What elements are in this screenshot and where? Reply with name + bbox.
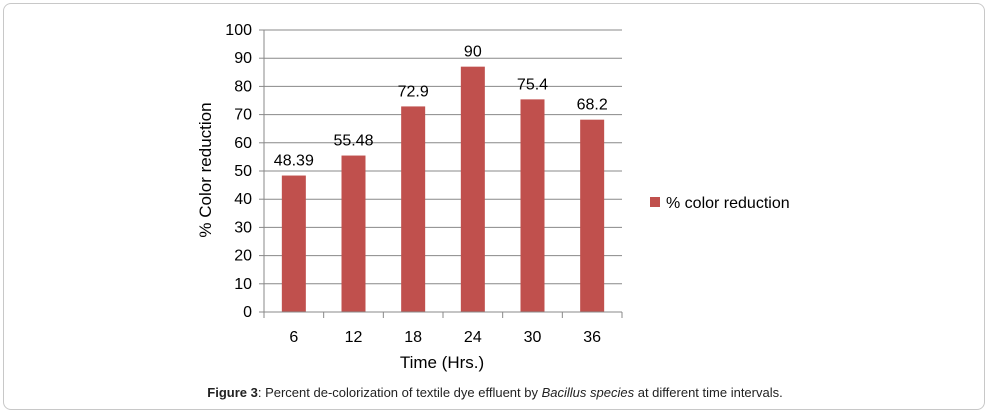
- x-tick-label: 18: [404, 329, 422, 346]
- caption-text-before: : Percent de-colorization of textile dye…: [258, 385, 542, 400]
- caption-label: Figure 3: [207, 385, 258, 400]
- data-labels: 48.39 55.48 72.9 90 75.4 68.2: [274, 44, 608, 170]
- data-label: 72.9: [398, 83, 429, 100]
- y-tick-label: 10: [234, 276, 252, 293]
- y-axis-label: % Color reduction: [196, 102, 215, 237]
- legend-swatch: [650, 197, 660, 207]
- bar-chart: 0 10 20 30 40 50 60 70 80 90 100 48.39 55.48 72.9 90 7…: [0, 0, 990, 380]
- data-label: 48.39: [274, 153, 314, 170]
- figure-caption: Figure 3: Percent de-colorization of tex…: [0, 385, 990, 400]
- x-tick-label: 24: [464, 329, 482, 346]
- y-axis-ticks: 0 10 20 30 40 50 60 70 80 90 100: [225, 22, 264, 321]
- data-label: 90: [464, 44, 482, 61]
- legend-label: % color reduction: [666, 195, 790, 212]
- data-label: 55.48: [333, 133, 373, 150]
- y-tick-label: 70: [234, 107, 252, 124]
- y-tick-label: 30: [234, 219, 252, 236]
- gridlines: [264, 30, 622, 284]
- data-label: 75.4: [517, 76, 548, 93]
- bar: [521, 99, 545, 312]
- x-tick-label: 6: [289, 329, 298, 346]
- bar: [401, 106, 425, 312]
- y-tick-label: 20: [234, 248, 252, 265]
- data-label: 68.2: [577, 97, 608, 114]
- bar: [282, 176, 306, 312]
- y-tick-label: 50: [234, 163, 252, 180]
- caption-text-after: at different time intervals.: [634, 385, 783, 400]
- bar: [461, 67, 485, 312]
- x-tick-label: 30: [524, 329, 542, 346]
- x-tick-label: 12: [345, 329, 363, 346]
- x-axis-ticks: 6 12 18 24 30 36: [264, 312, 622, 346]
- y-tick-label: 80: [234, 78, 252, 95]
- y-tick-label: 0: [243, 304, 252, 321]
- bar: [580, 120, 604, 312]
- caption-species: Bacillus species: [542, 385, 635, 400]
- x-tick-label: 36: [583, 329, 601, 346]
- bars: [282, 67, 604, 312]
- bar: [342, 156, 366, 312]
- y-tick-label: 90: [234, 50, 252, 67]
- y-tick-label: 100: [225, 22, 252, 39]
- x-axis-label: Time (Hrs.): [400, 353, 484, 372]
- y-tick-label: 60: [234, 135, 252, 152]
- y-tick-label: 40: [234, 191, 252, 208]
